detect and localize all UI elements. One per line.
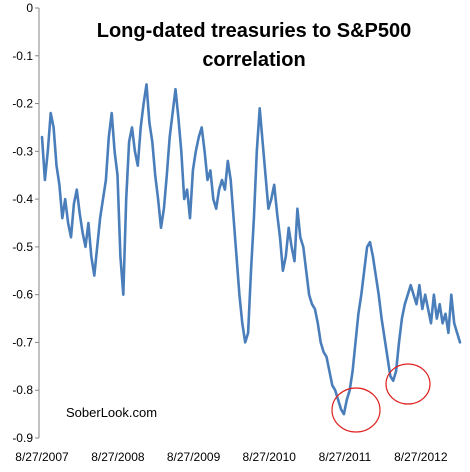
y-tick-label: -0.8 (12, 383, 33, 397)
y-tick-label: -0.4 (12, 192, 33, 206)
series-line-0 (40, 83, 462, 416)
y-tick-label: 0 (26, 1, 33, 15)
y-tick-label: -0.9 (12, 431, 33, 445)
plot-area (39, 8, 462, 438)
annotation-circle-2012 (385, 363, 431, 405)
source-label: SoberLook.com (66, 405, 157, 420)
y-tick-label: -0.2 (12, 97, 33, 111)
x-axis-tick-labels: 8/27/2007 8/27/2008 8/27/2009 8/27/2010 8/27… (15, 450, 448, 464)
x-tick-label: 8/27/2009 (167, 450, 221, 464)
y-tick-label: -0.1 (12, 49, 33, 63)
y-axis-tick-marks (35, 7, 39, 439)
x-tick-label: 8/27/2008 (91, 450, 145, 464)
x-tick-label: 8/27/2007 (15, 450, 69, 464)
y-tick-label: -0.6 (12, 288, 33, 302)
y-tick-label: -0.7 (12, 335, 33, 349)
y-tick-label: -0.5 (12, 240, 33, 254)
x-tick-label: 8/27/2011 (319, 450, 372, 464)
y-axis-tick-labels: 0 -0.1 -0.2 -0.3 -0.4 -0.5 -0.6 -0.7 -0.8 -0.9 (12, 1, 33, 445)
series-group (40, 83, 462, 416)
x-tick-label: 8/27/2010 (243, 450, 297, 464)
y-tick-label: -0.3 (12, 144, 33, 158)
x-tick-label: 8/27/2012 (394, 450, 448, 464)
annotation-circle-2011 (331, 387, 381, 433)
chart-title-line-2: correlation (202, 49, 305, 71)
chart-title-line-1: Long-dated treasuries to S&P500 (97, 20, 412, 42)
